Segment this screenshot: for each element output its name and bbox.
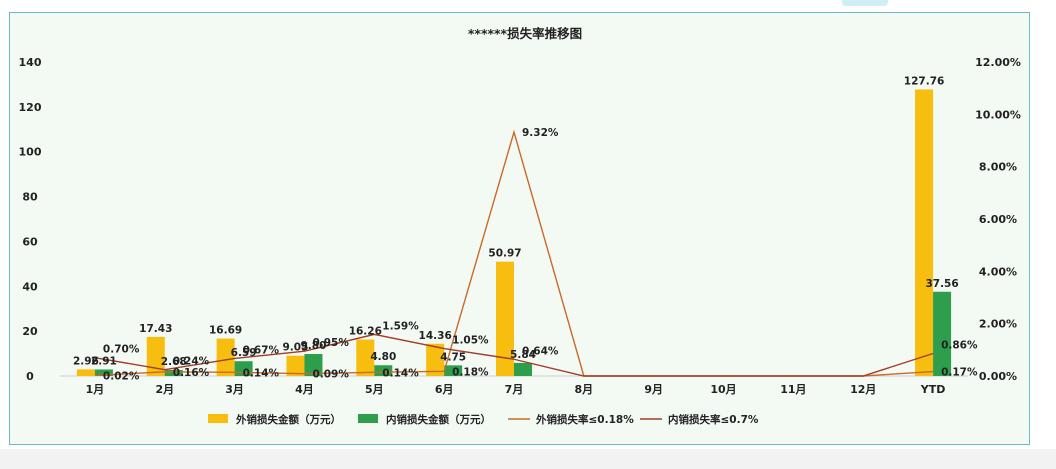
legend-label: 内销损失率≤0.7% bbox=[668, 413, 759, 426]
right-tick-label: 8.00% bbox=[979, 161, 1017, 174]
bar-data-label: 6.59 bbox=[231, 347, 257, 359]
bar bbox=[915, 89, 934, 376]
top-badge bbox=[842, 0, 888, 6]
legend-label: 内销损失金额（万元） bbox=[386, 413, 491, 426]
bar-data-label: 9.80 bbox=[301, 340, 327, 352]
right-tick-label: 0.00% bbox=[979, 370, 1017, 383]
line-data-label: 0.18% bbox=[452, 366, 489, 378]
category-label: 5月 bbox=[365, 383, 384, 396]
bar-data-label: 2.91 bbox=[91, 355, 117, 367]
left-tick-label: 0 bbox=[26, 370, 34, 383]
line-data-label: 1.05% bbox=[452, 335, 489, 347]
legend-label: 外销损失率≤0.18% bbox=[535, 413, 634, 426]
left-tick-label: 40 bbox=[22, 280, 38, 293]
series-line bbox=[94, 333, 934, 377]
line-data-label: 0.02% bbox=[103, 370, 140, 382]
category-label: 10月 bbox=[710, 383, 736, 396]
bar bbox=[94, 369, 113, 376]
line-data-label: 0.70% bbox=[103, 344, 140, 356]
left-tick-label: 60 bbox=[22, 235, 38, 248]
bar-data-label: 16.69 bbox=[209, 325, 242, 337]
left-tick-label: 120 bbox=[19, 101, 42, 114]
line-data-label: 0.09% bbox=[312, 369, 349, 381]
left-tick-label: 100 bbox=[19, 146, 42, 159]
category-label: 2月 bbox=[155, 383, 174, 396]
bottom-bar bbox=[0, 449, 1056, 469]
category-label: 11月 bbox=[780, 383, 806, 396]
category-label: 6月 bbox=[435, 383, 454, 396]
bar bbox=[146, 336, 165, 376]
bar-data-label: 9.05 bbox=[283, 342, 309, 354]
left-tick-label: 80 bbox=[22, 191, 38, 204]
bar-data-label: 5.84 bbox=[510, 349, 536, 361]
bar bbox=[514, 362, 532, 376]
data-labels-layer: 2.96 17.43 16.69 9.05 16.26 14.36 50.97 127.76 2… bbox=[73, 75, 978, 382]
bar-data-label: 2.68 bbox=[161, 356, 187, 368]
bar bbox=[444, 365, 463, 376]
bar bbox=[216, 338, 235, 376]
bar bbox=[933, 291, 952, 376]
bar bbox=[304, 354, 323, 376]
bar-data-label: 50.97 bbox=[488, 248, 521, 260]
legend-swatch bbox=[208, 414, 228, 423]
left-axis: 0 20 40 60 80 100 120 140 bbox=[19, 56, 42, 383]
category-label: 4月 bbox=[295, 383, 314, 396]
line-data-label: 1.59% bbox=[382, 320, 419, 332]
legend-label: 外销损失金额（万元） bbox=[235, 413, 341, 426]
bar-data-label: 14.36 bbox=[419, 330, 452, 342]
line-data-label: 0.14% bbox=[243, 367, 280, 379]
bar-data-label: 17.43 bbox=[139, 323, 172, 335]
line-data-label: 0.16% bbox=[173, 367, 210, 379]
category-label: 1月 bbox=[86, 383, 105, 396]
line-data-label: 0.14% bbox=[382, 367, 419, 379]
category-label: 3月 bbox=[225, 383, 244, 396]
bar-data-label: 37.56 bbox=[925, 278, 958, 290]
right-axis: 0.00% 2.00% 4.00% 6.00% 8.00% 10.00% 12.00% bbox=[975, 56, 1021, 383]
bar bbox=[374, 365, 393, 376]
right-tick-label: 6.00% bbox=[979, 213, 1017, 226]
bar bbox=[356, 339, 375, 376]
bar bbox=[76, 369, 95, 376]
bar-data-label: 2.96 bbox=[73, 355, 99, 367]
top-strip bbox=[0, 0, 1056, 8]
legend: 外销损失金额（万元） 内销损失金额（万元） 外销损失率≤0.18% 内销损失率≤0.7… bbox=[208, 413, 759, 426]
right-tick-label: 12.00% bbox=[975, 56, 1021, 69]
bars-layer bbox=[76, 89, 952, 376]
left-tick-label: 140 bbox=[19, 56, 42, 69]
chart-title: ******损失率推移图 bbox=[468, 26, 582, 41]
bar-data-label: 16.26 bbox=[349, 326, 382, 338]
line-data-label: 0.64% bbox=[522, 345, 559, 357]
bar-data-label: 4.80 bbox=[370, 351, 396, 363]
line-data-label: 0.24% bbox=[173, 356, 210, 368]
left-tick-label: 20 bbox=[22, 325, 38, 338]
bar bbox=[496, 261, 514, 376]
bar bbox=[164, 369, 183, 376]
legend-swatch bbox=[358, 414, 378, 423]
line-data-label: 0.86% bbox=[941, 339, 978, 351]
category-label: 9月 bbox=[644, 383, 663, 396]
line-data-label: 0.17% bbox=[941, 367, 978, 379]
bar-data-label: 4.75 bbox=[440, 351, 466, 363]
right-tick-label: 4.00% bbox=[979, 265, 1017, 278]
bar-data-label: 127.76 bbox=[904, 75, 945, 87]
line-data-label: 0.67% bbox=[243, 344, 280, 356]
x-axis: 1月 2月 3月 4月 5月 6月 7月 8月 9月 10月 11月 12月 YTD bbox=[60, 375, 968, 396]
bar bbox=[426, 343, 445, 376]
line-data-label: 0.95% bbox=[312, 337, 349, 349]
category-label: 7月 bbox=[505, 383, 524, 396]
line-data-label: 9.32% bbox=[522, 127, 559, 139]
category-label: 8月 bbox=[575, 383, 594, 396]
right-tick-label: 10.00% bbox=[975, 108, 1021, 121]
lines-layer bbox=[94, 129, 934, 377]
category-label: 12月 bbox=[850, 383, 876, 396]
category-label: YTD bbox=[920, 383, 946, 396]
right-tick-label: 2.00% bbox=[979, 318, 1017, 331]
bar bbox=[286, 355, 305, 376]
